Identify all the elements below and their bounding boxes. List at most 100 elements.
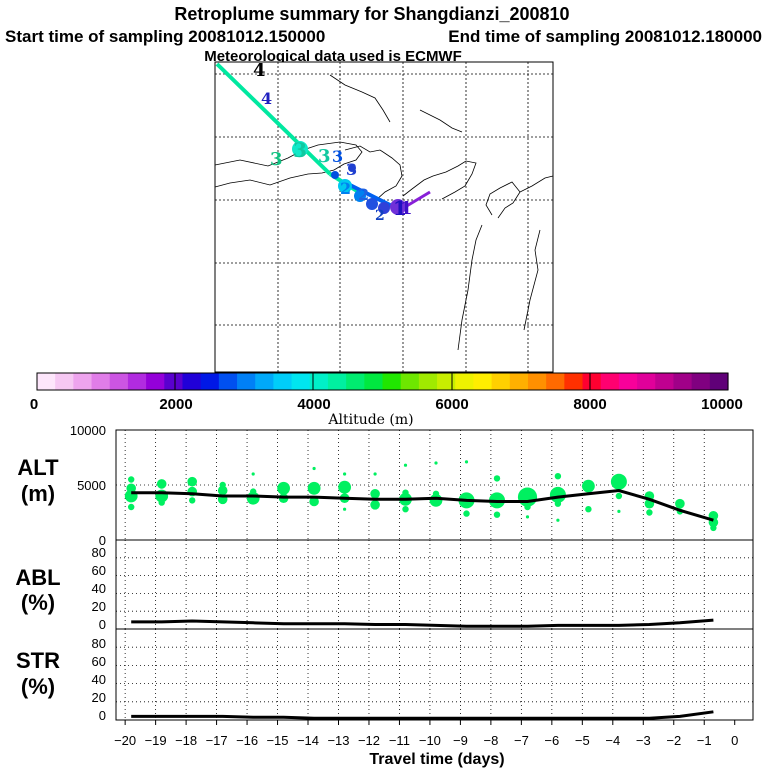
x-axis-ticks: −20 −19 −18 −17 −16 −15 −14 −13 −12 −11 −10 −9 −8 −7−…: [114, 720, 738, 748]
str-line: [131, 710, 714, 720]
alt-point: [309, 496, 319, 507]
alt-point: [128, 476, 135, 483]
alt-point: [277, 481, 290, 495]
colorbar-cell: [691, 373, 711, 390]
colorbar-cells: [37, 373, 729, 390]
alt-point: [156, 479, 167, 489]
abl-panel: 80 60 40 20 0: [92, 539, 754, 632]
day-label: 4: [253, 60, 266, 81]
alt-point: [312, 466, 316, 471]
day-label: 3: [332, 147, 343, 166]
alt-ytick-5000: 5000: [77, 478, 106, 493]
colorbar-label: Altitude (m): [327, 412, 413, 428]
abl-ytick-0: 0: [99, 617, 106, 632]
colorbar-cell: [218, 373, 238, 390]
colorbar-cell: [709, 373, 729, 390]
alt-point: [615, 492, 623, 500]
alt-point: [403, 463, 408, 467]
day-label: 2: [358, 185, 369, 204]
x-tick-label: 0: [731, 733, 738, 748]
day-label: 1: [400, 198, 413, 219]
alt-point: [217, 485, 228, 496]
alt-point: [219, 481, 226, 489]
colorbar-tick-2000: 2000: [159, 396, 192, 413]
alt-point: [126, 483, 136, 494]
plume-map: 4 4 3 3 3 3 3 2 2 2 1 1: [214, 60, 554, 373]
colorbar-cell: [437, 373, 456, 390]
day-label: 3: [318, 146, 331, 167]
colorbar-cell: [527, 373, 547, 390]
x-tick-label: −3: [636, 733, 651, 748]
str-ytick-60: 60: [92, 654, 106, 669]
altitude-colorbar: 0 2000 4000 6000 8000 10000 Altitude (m): [30, 372, 743, 428]
colorbar-tick-8000: 8000: [573, 396, 606, 413]
colorbar-cell: [164, 373, 184, 390]
colorbar-cell: [455, 373, 475, 390]
str-panel-name: STR: [16, 648, 60, 673]
plume-day-labels: 4 4 3 3 3 3 3 2 2 2 1 1: [253, 60, 413, 224]
plume-blob: [292, 141, 308, 157]
x-axis-title: Travel time (days): [369, 751, 504, 768]
str-ytick-0: 0: [99, 708, 106, 723]
day-label: 2: [340, 179, 351, 198]
colorbar-cell: [655, 373, 675, 390]
plume-blob: [348, 164, 356, 172]
colorbar-tick-4000: 4000: [297, 396, 330, 413]
colorbar-cell: [364, 373, 384, 390]
alt-point: [128, 503, 135, 511]
str-panel-unit: (%): [21, 674, 55, 699]
met-data-label: Meteorological data used is ECMWF: [204, 48, 462, 65]
colorbar-cell: [346, 373, 365, 390]
colorbar-cell: [582, 373, 602, 390]
alt-point: [493, 475, 501, 482]
alt-point: [432, 490, 440, 497]
x-tick-label: −5: [575, 733, 590, 748]
colorbar-dividers: [174, 373, 591, 390]
alt-point: [402, 489, 409, 496]
alt-point: [307, 481, 321, 495]
day-label: 1: [393, 196, 407, 220]
alt-point: [554, 473, 562, 480]
alt-point: [493, 511, 501, 518]
colorbar-cell: [37, 373, 56, 390]
x-tick-label: −19: [145, 733, 167, 748]
alt-point: [370, 500, 380, 510]
abl-line: [131, 618, 714, 628]
colorbar-cell: [146, 373, 165, 390]
alt-point: [549, 486, 566, 503]
map-frame: [214, 61, 554, 373]
alt-point: [343, 472, 347, 476]
x-tick-label: −17: [206, 733, 228, 748]
alt-point: [710, 524, 717, 532]
alt-point: [373, 472, 377, 476]
colorbar-tick-6000: 6000: [435, 396, 468, 413]
alt-point: [464, 460, 469, 464]
colorbar-cell: [546, 373, 565, 390]
plume-blob: [338, 179, 352, 193]
alt-point: [585, 506, 592, 513]
abl-ytick-60: 60: [92, 563, 106, 578]
day-label: 2: [375, 208, 385, 224]
colorbar-cell: [673, 373, 693, 390]
colorbar-cell: [237, 373, 256, 390]
day-label: 3: [270, 149, 283, 170]
alt-point: [463, 510, 470, 517]
colorbar-frame: [36, 372, 729, 391]
colorbar-cell: [73, 373, 93, 390]
x-tick-label: −20: [114, 733, 136, 748]
colorbar-cell: [309, 373, 329, 390]
alt-point: [343, 507, 347, 511]
alt-point: [187, 476, 197, 487]
plume-blob: [331, 171, 339, 179]
alt-point: [524, 503, 531, 511]
str-ytick-40: 40: [92, 672, 106, 687]
day-label: 3: [293, 138, 307, 162]
alt-point: [610, 473, 627, 490]
alt-panel-unit: (m): [21, 481, 55, 506]
colorbar-cell: [200, 373, 220, 390]
alt-point: [158, 499, 165, 506]
str-panel: 80 60 40 20 0: [92, 628, 754, 723]
abl-panel-name: ABL: [15, 565, 60, 590]
x-tick-label: −10: [419, 733, 441, 748]
alt-point: [402, 506, 409, 513]
